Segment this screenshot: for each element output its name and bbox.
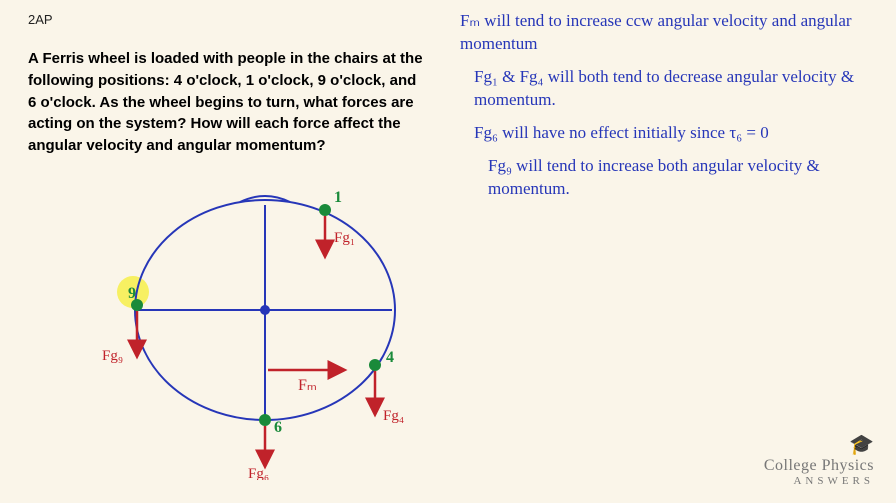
fg9-label: Fg₉ (102, 348, 123, 364)
graduation-cap-icon: 🎓 (764, 432, 874, 457)
header-label: 2AP (28, 12, 53, 27)
motor-force-label: Fₘ (298, 377, 317, 394)
fg1-label: Fg₁ (334, 230, 355, 246)
diagram-svg: Fₘ 1 Fg₁ 4 Fg₄ 6 Fg₆ 9 Fg₉ (90, 180, 440, 480)
note-line-2: Fg₁ & Fg₄ will both tend to decrease ang… (474, 66, 880, 112)
ferris-wheel-diagram: Fₘ 1 Fg₁ 4 Fg₄ 6 Fg₆ 9 Fg₉ (90, 180, 440, 480)
handwritten-notes: Fₘ will tend to increase ccw angular vel… (460, 10, 880, 211)
chair-1-dot (319, 204, 331, 216)
fg6-label: Fg₆ (248, 466, 269, 480)
chair-6-label: 6 (274, 419, 282, 436)
chair-9-label: 9 (128, 285, 136, 302)
brand-logo: 🎓 College Physics ANSWERS (764, 432, 874, 487)
question-text: A Ferris wheel is loaded with people in … (28, 48, 428, 157)
chair-6-dot (259, 414, 271, 426)
logo-line-2: ANSWERS (764, 475, 874, 487)
note-line-3: Fg₆ will have no effect initially since … (474, 122, 880, 145)
wheel-center-dot (260, 305, 270, 315)
chair-4-label: 4 (386, 349, 394, 366)
chair-1-label: 1 (334, 189, 342, 206)
fg4-label: Fg₄ (383, 408, 404, 424)
chair-4-dot (369, 359, 381, 371)
note-line-4: Fg₉ will tend to increase both angular v… (488, 155, 880, 201)
note-line-1: Fₘ will tend to increase ccw angular vel… (460, 10, 880, 56)
logo-line-1: College Physics (764, 457, 874, 475)
